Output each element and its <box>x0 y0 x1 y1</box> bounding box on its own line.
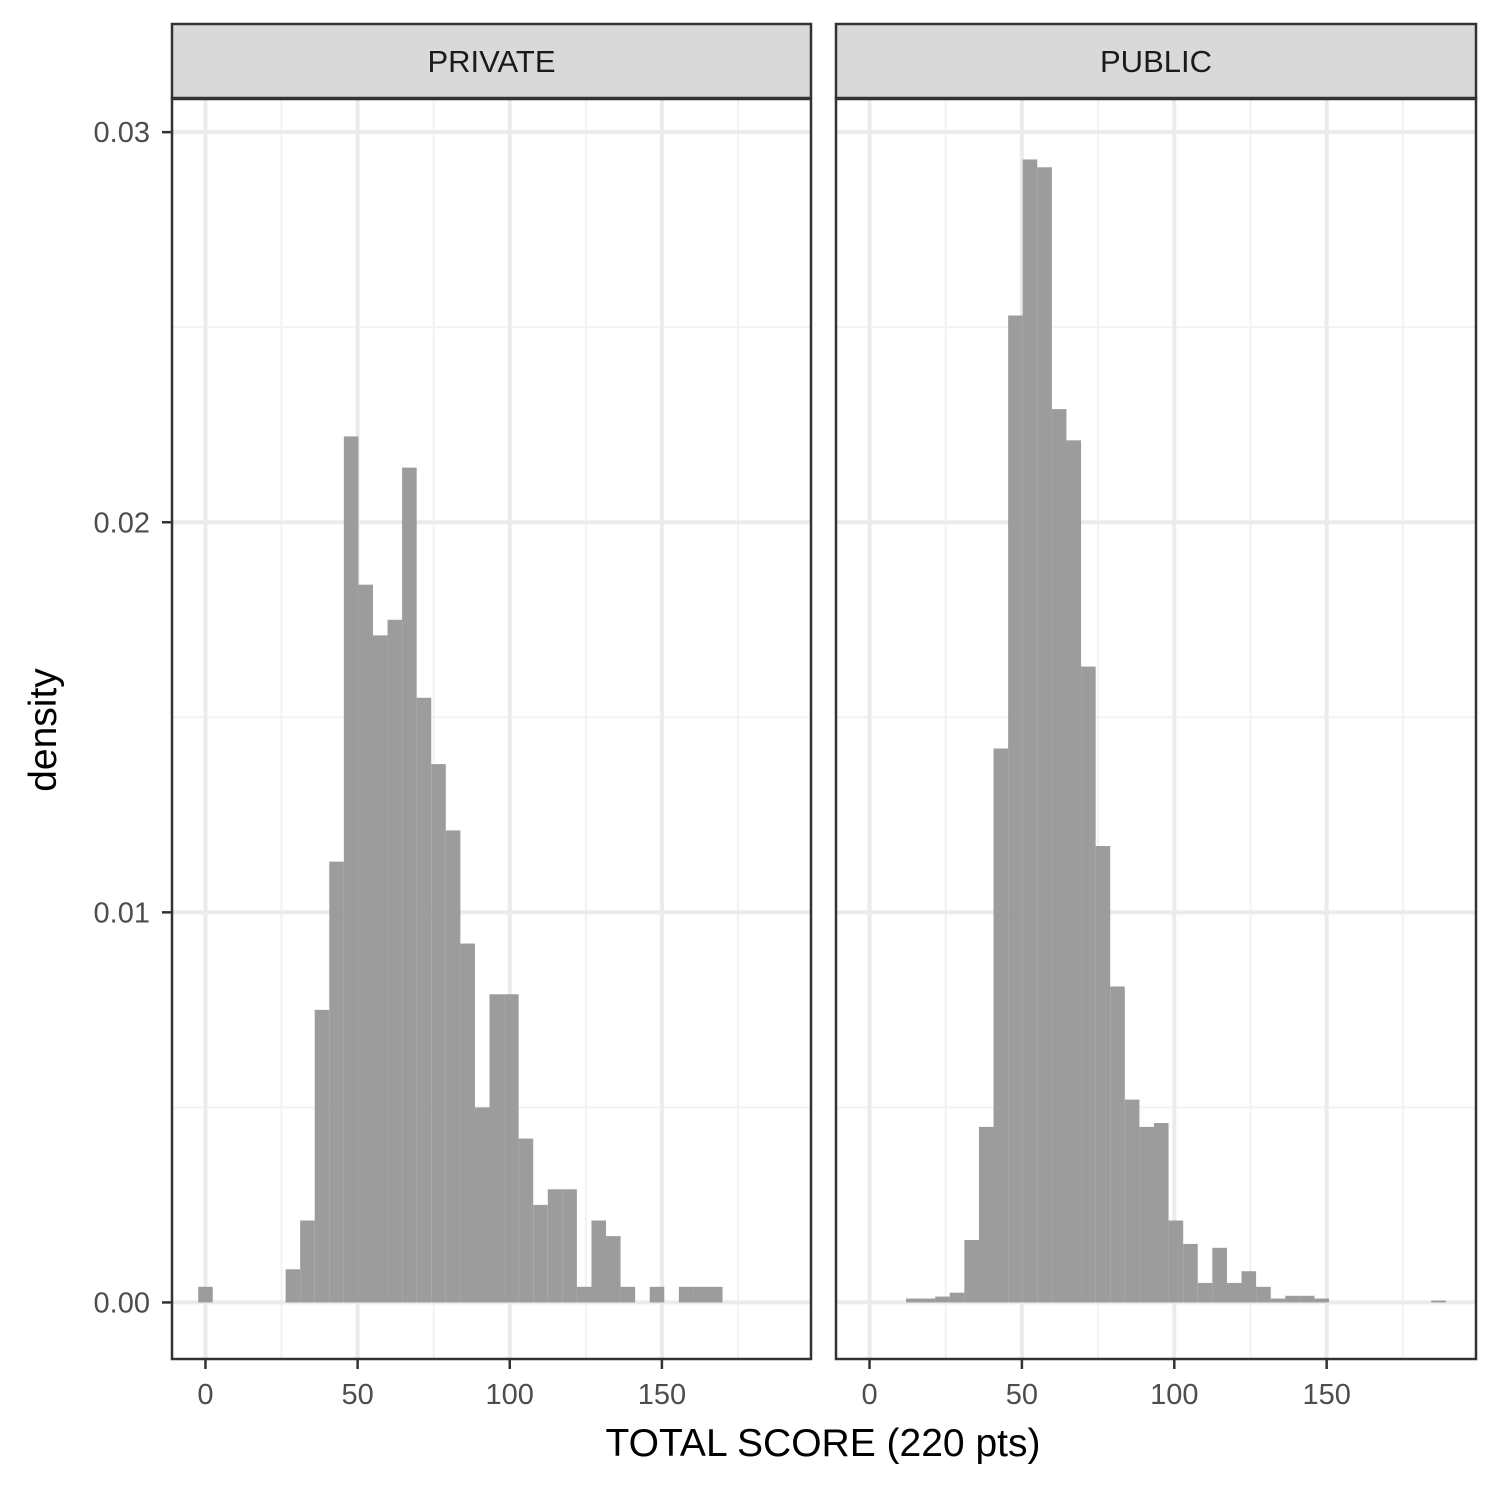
histogram-bar <box>1124 1099 1140 1303</box>
histogram-bar <box>935 1296 950 1303</box>
histogram-bar <box>343 436 359 1303</box>
histogram-bar <box>1066 440 1082 1303</box>
facet-panel-public: PUBLIC <box>834 22 1478 1361</box>
histogram-bar <box>1270 1298 1286 1303</box>
histogram-bar <box>678 1286 694 1303</box>
histogram-bar <box>949 1292 965 1303</box>
histogram-bar <box>1241 1271 1257 1303</box>
x-tick-label: 50 <box>1006 1379 1038 1411</box>
bars-public <box>906 159 1446 1303</box>
histogram-bar <box>1314 1298 1330 1303</box>
histogram-bar <box>1022 159 1038 1303</box>
histogram-bar <box>416 697 432 1303</box>
histogram-bar <box>649 1286 665 1303</box>
x-axis-title: TOTAL SCORE (220 pts) <box>606 1422 1041 1465</box>
histogram-bar <box>620 1286 636 1303</box>
histogram-bar <box>1285 1295 1300 1303</box>
histogram-bar <box>964 1240 979 1303</box>
histogram-bar <box>707 1286 723 1303</box>
histogram-bar <box>1081 666 1096 1303</box>
x-tick-label: 50 <box>341 1379 373 1411</box>
histogram-bar <box>576 1286 592 1303</box>
histogram-bar <box>693 1286 708 1303</box>
histogram-bar <box>460 943 475 1303</box>
x-tick-label: 0 <box>861 1379 877 1411</box>
histogram-bar <box>920 1298 936 1303</box>
histogram-bar <box>1197 1282 1213 1303</box>
x-axis-public: 0 50 100 150 <box>861 1359 1351 1411</box>
facet-panel-private: PRIVATE <box>170 22 813 1361</box>
x-tick-label: 0 <box>197 1379 213 1411</box>
histogram-bar <box>1431 1300 1446 1303</box>
facet-strip <box>834 22 1478 100</box>
histogram-bar <box>402 467 417 1303</box>
y-tick-label: 0.03 <box>94 117 150 149</box>
bars-private <box>198 436 723 1303</box>
facet-strip-label: PRIVATE <box>427 44 555 79</box>
y-tick-label: 0.01 <box>94 897 150 929</box>
facet-strip <box>170 22 813 100</box>
histogram-bar <box>489 994 505 1303</box>
histogram-bar <box>533 1204 548 1303</box>
facet-strip-label: PUBLIC <box>1100 44 1212 79</box>
facet-panels: PRIVATE PUBLIC <box>170 22 1478 1361</box>
histogram-bar <box>445 830 461 1303</box>
histogram-bar <box>1183 1243 1198 1303</box>
histogram-bar <box>372 635 388 1303</box>
y-axis: 0.00 0.01 0.02 0.03 <box>94 117 172 1319</box>
histogram-bar <box>1008 315 1023 1303</box>
histogram-bar <box>547 1189 563 1303</box>
histogram-bar <box>504 994 519 1303</box>
histogram-bar <box>358 584 373 1303</box>
histogram-bar <box>1037 167 1052 1303</box>
histogram-bar <box>906 1298 921 1303</box>
histogram-bar <box>285 1269 301 1303</box>
histogram-bar <box>1299 1295 1315 1303</box>
histogram-bar <box>993 748 1009 1303</box>
x-axes: 0 50 100 150 0 50 100 150 <box>197 1359 1351 1411</box>
histogram-bar <box>431 764 446 1303</box>
histogram-bar <box>474 1107 490 1303</box>
histogram-bar <box>606 1236 621 1303</box>
histogram-bar <box>1168 1220 1184 1303</box>
histogram-bar <box>978 1126 994 1303</box>
x-tick-label: 150 <box>638 1379 686 1411</box>
histogram-bar <box>1226 1282 1242 1303</box>
x-tick-label: 150 <box>1302 1379 1350 1411</box>
y-tick-label: 0.02 <box>94 507 150 539</box>
histogram-bar <box>198 1286 213 1303</box>
histogram-bar <box>562 1189 577 1303</box>
x-axis-private: 0 50 100 150 <box>197 1359 686 1411</box>
histogram-bar <box>1110 986 1125 1303</box>
histogram-bar <box>1139 1126 1154 1303</box>
histogram-bar <box>518 1138 534 1303</box>
x-tick-label: 100 <box>1150 1379 1198 1411</box>
histogram-bar <box>1051 409 1067 1303</box>
x-tick-label: 100 <box>486 1379 534 1411</box>
histogram-bar <box>1212 1247 1227 1303</box>
histogram-bar <box>1153 1122 1169 1303</box>
histogram-bar <box>1256 1286 1271 1303</box>
y-tick-label: 0.00 <box>94 1287 150 1319</box>
histogram-bar <box>314 1009 330 1303</box>
histogram-bar <box>1095 846 1111 1303</box>
histogram-bar <box>300 1220 315 1303</box>
histogram-bar <box>591 1220 607 1303</box>
histogram-bar <box>387 619 403 1303</box>
y-axis-title: density <box>22 668 65 792</box>
histogram-bar <box>329 861 344 1303</box>
